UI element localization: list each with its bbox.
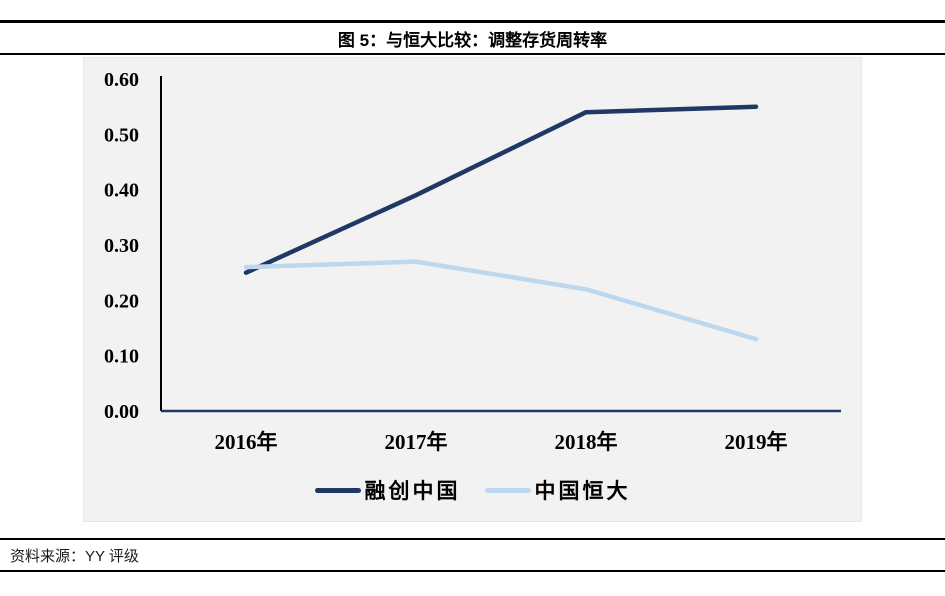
legend-label-sunac: 融创中国 [364,479,461,503]
series-line-0 [243,104,759,275]
y-tick-label: 0.20 [104,290,139,312]
legend-item-evergrande: 中国恒大 [484,475,631,505]
y-tick-label: 0.60 [104,69,139,91]
chart-legend: 融创中国 中国恒大 [84,475,861,505]
x-tick-label: 2016年 [215,430,278,454]
x-tick-label: 2018年 [555,430,618,454]
legend-line-swatch-evergrande [484,487,531,493]
y-tick-label: 0.50 [104,124,139,146]
source-divider [0,538,945,540]
y-tick-label: 0.00 [104,401,139,423]
series-line-1 [243,259,759,342]
source-text: 资料来源：YY 评级 [10,548,139,565]
figure-title: 图 5：与恒大比较：调整存货周转率 [337,31,608,50]
y-tick-label: 0.40 [104,180,139,202]
y-tick-label: 0.30 [104,235,139,257]
bottom-divider [0,570,945,572]
x-tick-label: 2019年 [725,430,788,454]
x-tick-label: 2017年 [385,430,448,454]
chart-svg: 0.60 0.50 0.40 0.30 0.20 0.10 0.00 2016年 2017年 20… [104,69,841,454]
legend-line-swatch-sunac [314,487,361,493]
legend-item-sunac: 融创中国 [314,475,461,505]
legend-label-evergrande: 中国恒大 [534,479,631,503]
chart-panel: 0.60 0.50 0.40 0.30 0.20 0.10 0.00 2016年 2017年 20… [83,57,862,522]
y-tick-label: 0.10 [104,346,139,368]
top-divider [0,20,945,23]
header-divider [0,53,945,55]
